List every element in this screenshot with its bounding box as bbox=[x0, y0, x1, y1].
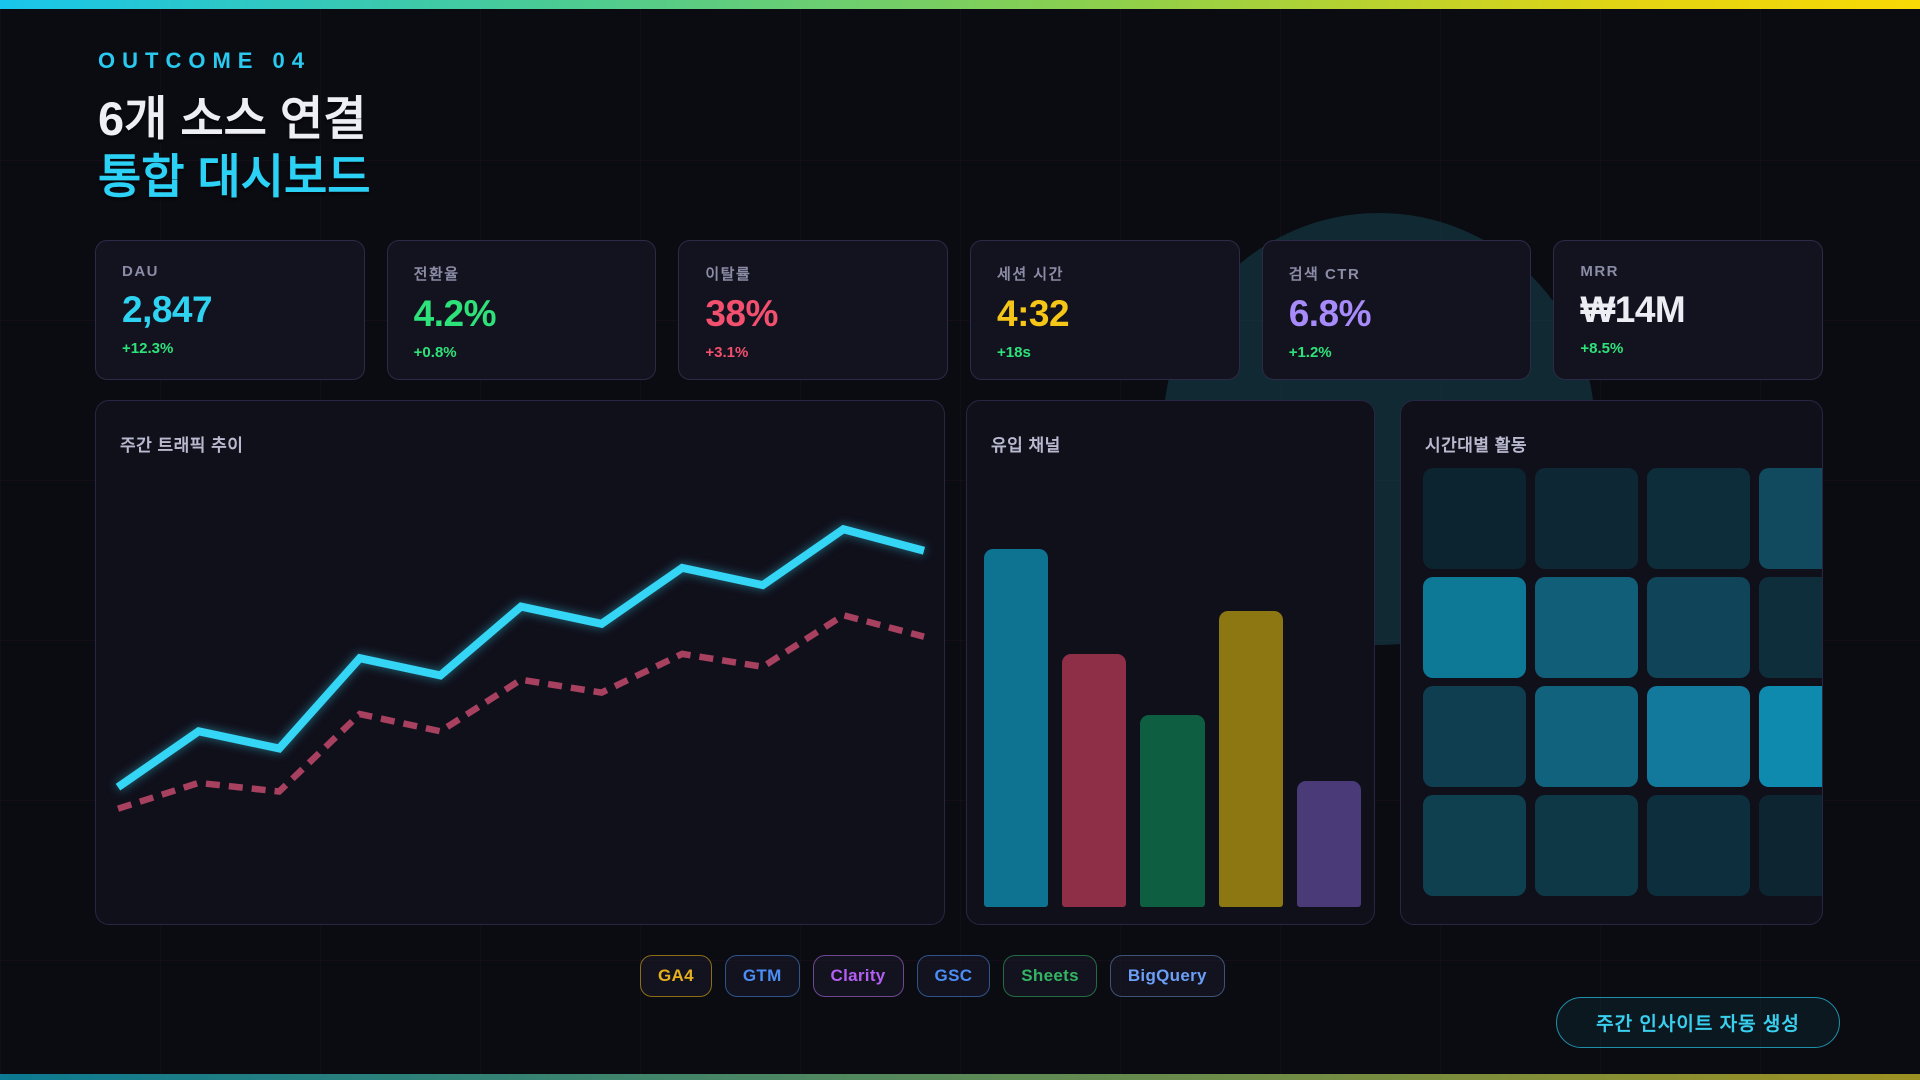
kpi-label: DAU bbox=[122, 263, 159, 280]
heatmap-cell bbox=[1647, 795, 1750, 896]
source-chip-clarity[interactable]: Clarity bbox=[812, 955, 904, 997]
kpi-delta: +8.5% bbox=[1580, 340, 1624, 357]
heatmap-cell bbox=[1535, 686, 1638, 787]
heatmap-cell bbox=[1535, 468, 1638, 569]
kpi-label: 전환율 bbox=[413, 266, 460, 283]
source-chip-sheets[interactable]: Sheets bbox=[1003, 955, 1097, 997]
bar-chart-panel: 유입 채널 bbox=[966, 400, 1375, 925]
kpi-card-dau: DAU 2,847 +12.3% bbox=[95, 240, 365, 380]
channel-bar bbox=[1296, 780, 1362, 907]
heatmap-cell bbox=[1423, 686, 1526, 787]
kpi-card-conversion: 전환율 4.2% +0.8% bbox=[386, 240, 657, 380]
kpi-label: 이탈률 bbox=[705, 266, 752, 283]
kpi-delta: +1.2% bbox=[1288, 344, 1332, 361]
heatmap-cell bbox=[1759, 795, 1822, 896]
kpi-delta: +18s bbox=[997, 344, 1031, 361]
page-title: 6개 소스 연결 통합 대시보드 bbox=[98, 90, 371, 206]
channel-bar bbox=[1140, 715, 1205, 907]
line-series-solid-cyan bbox=[115, 524, 926, 791]
kpi-label: 검색 CTR bbox=[1288, 266, 1361, 283]
heatmap-cell bbox=[1647, 686, 1750, 787]
heatmap-cell bbox=[1759, 468, 1822, 569]
kpi-card-mrr: MRR ₩14M +8.5% bbox=[1553, 240, 1824, 380]
source-chip-bigquery[interactable]: BigQuery bbox=[1109, 955, 1225, 997]
kpi-value: 4:32 bbox=[997, 293, 1070, 334]
heatmap-title: 시간대별 활동 bbox=[1425, 436, 1528, 455]
heatmap-cell bbox=[1423, 468, 1526, 569]
kpi-value: 38% bbox=[705, 293, 778, 334]
channel-bar-chart bbox=[984, 471, 1362, 907]
line-chart-panel: 주간 트래픽 추이 bbox=[95, 400, 945, 925]
kpi-delta: +3.1% bbox=[705, 344, 749, 361]
channel-bar bbox=[1218, 610, 1283, 907]
weekly-traffic-line-chart bbox=[115, 524, 926, 812]
kpi-value: 6.8% bbox=[1288, 293, 1372, 334]
kpi-label: 세션 시간 bbox=[997, 266, 1064, 283]
page-title-line1: 6개 소스 연결 bbox=[98, 92, 367, 145]
channel-bar bbox=[984, 549, 1049, 907]
bar-chart-title: 유입 채널 bbox=[991, 436, 1061, 455]
header: OUTCOME 04 6개 소스 연결 통합 대시보드 bbox=[98, 48, 371, 206]
kpi-delta: +12.3% bbox=[122, 340, 174, 357]
heatmap-cell bbox=[1535, 577, 1638, 678]
kpi-card-search-ctr: 검색 CTR 6.8% +1.2% bbox=[1261, 240, 1532, 380]
kpi-card-bounce: 이탈률 38% +3.1% bbox=[678, 240, 949, 380]
heatmap-cell bbox=[1759, 577, 1822, 678]
kpi-delta: +0.8% bbox=[413, 344, 457, 361]
heatmap-cell bbox=[1647, 577, 1750, 678]
heatmap-cell bbox=[1535, 795, 1638, 896]
source-chip-gsc[interactable]: GSC bbox=[916, 955, 991, 997]
kpi-row: DAU 2,847 +12.3% 전환율 4.2% +0.8% 이탈률 38% … bbox=[95, 240, 1824, 380]
kpi-value: ₩14M bbox=[1580, 289, 1686, 330]
heatmap-cell bbox=[1423, 795, 1526, 896]
kpi-label: MRR bbox=[1580, 263, 1620, 280]
hourly-activity-heatmap bbox=[1423, 468, 1822, 896]
kicker: OUTCOME 04 bbox=[98, 48, 312, 73]
bottom-gradient-bar bbox=[0, 1074, 1920, 1080]
kpi-value: 4.2% bbox=[413, 293, 497, 334]
channel-bar bbox=[1062, 654, 1127, 907]
source-chips: GA4 GTM Clarity GSC Sheets BigQuery bbox=[640, 955, 1225, 997]
page-title-line2: 통합 대시보드 bbox=[98, 150, 371, 203]
line-chart-title: 주간 트래픽 추이 bbox=[120, 436, 244, 455]
heatmap-cell bbox=[1647, 468, 1750, 569]
kpi-card-session-time: 세션 시간 4:32 +18s bbox=[970, 240, 1240, 380]
top-gradient-bar bbox=[0, 0, 1920, 9]
source-chip-gtm[interactable]: GTM bbox=[724, 955, 800, 997]
heatmap-cell bbox=[1423, 577, 1526, 678]
generate-insight-button[interactable]: 주간 인사이트 자동 생성 bbox=[1556, 997, 1840, 1048]
kpi-value: 2,847 bbox=[122, 289, 213, 330]
heatmap-cell bbox=[1759, 686, 1822, 787]
line-series-dashed-rose bbox=[117, 611, 925, 812]
source-chip-ga4[interactable]: GA4 bbox=[640, 955, 712, 997]
heatmap-panel: 시간대별 활동 bbox=[1400, 400, 1823, 925]
